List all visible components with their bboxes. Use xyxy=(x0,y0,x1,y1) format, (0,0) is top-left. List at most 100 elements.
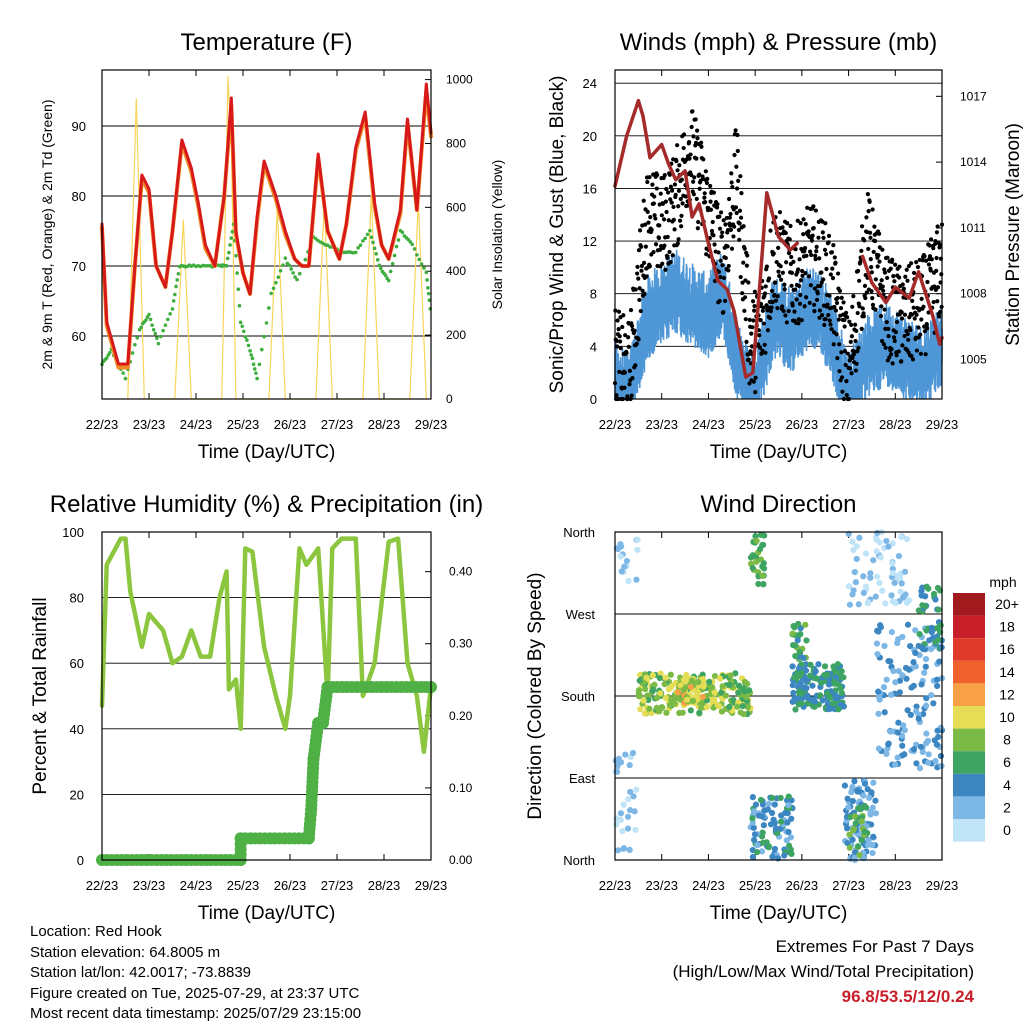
wind-gust-point xyxy=(853,322,858,327)
wind-gust-point xyxy=(935,224,940,229)
wind-direction-point xyxy=(873,573,881,580)
wind-gust-point xyxy=(745,253,750,258)
dewpoint-point xyxy=(374,252,378,256)
wind-gust-point xyxy=(690,109,695,114)
wind-gust-point xyxy=(622,385,627,390)
dewpoint-point xyxy=(383,273,388,278)
wind-direction-point xyxy=(794,637,801,644)
wind-gust-point xyxy=(642,292,647,297)
wind-gust-point xyxy=(650,182,655,187)
wind-gust-point xyxy=(687,140,692,145)
wind-gust-point xyxy=(868,257,873,262)
wind-direction-point xyxy=(613,821,620,828)
wind-gust-point xyxy=(901,286,906,291)
wind-gust-point xyxy=(922,329,928,334)
wind-gust-point xyxy=(641,198,646,203)
wind-gust-point xyxy=(925,279,930,285)
wind-gust-point xyxy=(879,304,884,309)
wind-gust-point xyxy=(718,258,723,263)
chart-0-xtick-label: 28/23 xyxy=(368,417,401,432)
wind-direction-point xyxy=(860,573,867,580)
wind-gust-point xyxy=(875,264,880,269)
wind-gust-point xyxy=(842,318,847,323)
wind-gust-point xyxy=(769,305,774,310)
wind-gust-point xyxy=(856,345,861,350)
wind-gust-point xyxy=(924,321,929,327)
chart-2-xtick-label: 23/23 xyxy=(133,878,166,893)
wind-gust-point xyxy=(814,244,819,249)
dewpoint-point xyxy=(278,269,283,273)
dewpoint-point xyxy=(372,246,377,251)
wind-direction-point xyxy=(617,759,625,766)
wind-gust-point xyxy=(794,297,799,302)
dewpoint-point xyxy=(228,243,232,247)
wind-gust-point xyxy=(910,298,915,303)
wind-direction-point xyxy=(740,686,747,693)
wind-gust-point xyxy=(912,316,917,321)
chart-0-ytick-label: 60 xyxy=(72,329,86,344)
wind-gust-point xyxy=(877,231,882,236)
wind-gust-point xyxy=(909,312,914,317)
dewpoint-point xyxy=(255,376,259,381)
wind-gust-point xyxy=(752,289,757,294)
wind-direction-point xyxy=(895,719,902,726)
wind-gust-point xyxy=(885,255,890,260)
wind-direction-point xyxy=(854,843,862,850)
wind-direction-point xyxy=(825,706,832,713)
wind-gust-point xyxy=(727,215,732,220)
wind-direction-point xyxy=(857,806,864,813)
wind-direction-point xyxy=(925,759,932,766)
wind-gust-point xyxy=(668,184,674,189)
wind-gust-point xyxy=(805,205,810,210)
chart-1-ytick-label: 24 xyxy=(583,76,597,91)
wind-direction-point xyxy=(855,601,862,608)
chart-3-xtick-label: 26/23 xyxy=(786,878,819,893)
wind-direction-point xyxy=(936,658,943,665)
wind-gust-point xyxy=(729,171,734,176)
wind-gust-point xyxy=(899,359,904,364)
wind-gust-point xyxy=(662,243,667,248)
wind-gust-point xyxy=(921,304,926,309)
wind-gust-point xyxy=(799,318,804,323)
chart-2-ytick-label: 80 xyxy=(70,591,84,606)
wind-gust-point xyxy=(666,218,671,223)
chart-0-border xyxy=(101,69,432,400)
wind-direction-point xyxy=(915,715,922,722)
wind-direction-point xyxy=(711,689,718,696)
wind-direction-point xyxy=(867,811,874,818)
chart-2-xtick-label: 26/23 xyxy=(274,878,307,893)
dewpoint-point xyxy=(135,335,140,340)
wind-gust-point xyxy=(822,247,828,252)
dewpoint-point xyxy=(156,341,161,346)
wind-direction-point xyxy=(760,822,767,829)
dewpoint-point xyxy=(375,258,380,262)
wind-gust-point xyxy=(763,284,768,289)
wind-direction-point xyxy=(801,684,808,691)
wind-gust-point xyxy=(837,369,842,374)
chart-1-xtick-label: 24/23 xyxy=(692,417,725,432)
wind-gust-point xyxy=(811,225,816,231)
wind-gust-point xyxy=(806,229,811,234)
dewpoint-point xyxy=(379,266,383,271)
chart-0-y2tick-label: 600 xyxy=(446,200,466,214)
colorbar-swatch xyxy=(953,751,985,774)
wind-gust-point xyxy=(744,339,749,344)
wind-gust-point xyxy=(749,331,754,336)
wind-gust-point xyxy=(879,338,885,344)
wind-direction-point xyxy=(896,689,904,696)
wind-direction-point xyxy=(889,560,896,567)
wind-gust-point xyxy=(768,309,773,314)
wind-gust-point xyxy=(939,272,944,277)
wind-gust-point xyxy=(710,219,715,225)
wind-gust-point xyxy=(693,117,698,122)
wind-direction-point xyxy=(792,652,799,660)
wind-direction-point xyxy=(821,663,829,670)
wind-gust-point xyxy=(712,242,717,247)
wind-gust-point xyxy=(705,176,710,181)
wind-direction-point xyxy=(626,846,633,853)
chart-1-xtick-label: 27/23 xyxy=(832,417,865,432)
wind-direction-point xyxy=(923,627,930,634)
chart-2-border xyxy=(101,531,432,861)
wind-gust-point xyxy=(775,294,780,299)
wind-gust-point xyxy=(711,190,716,195)
